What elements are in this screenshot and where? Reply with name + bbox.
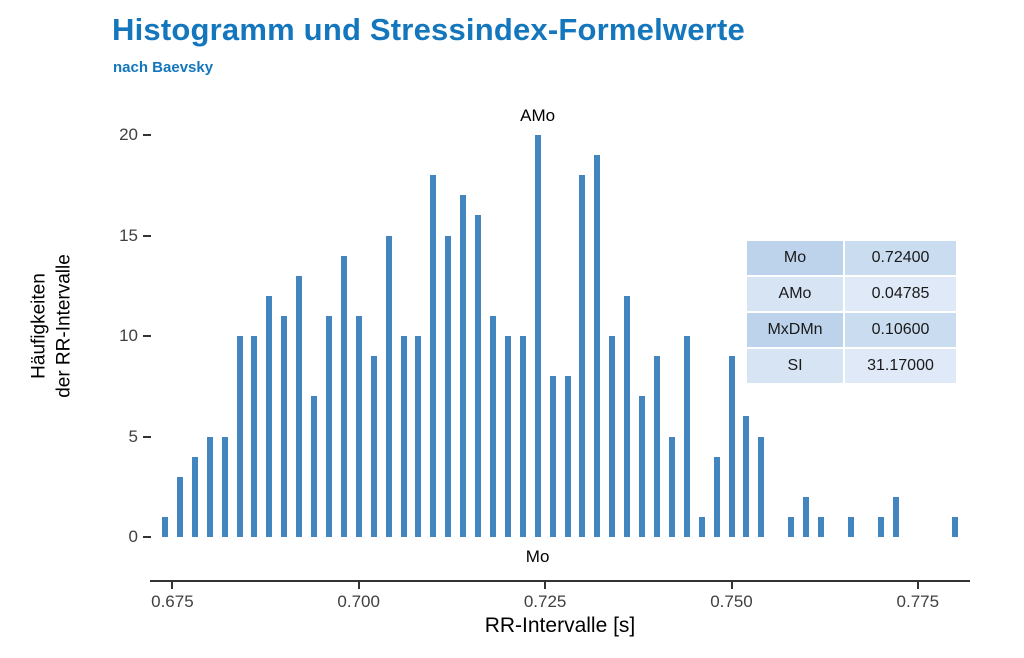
table-row: AMo 0.04785 [747,277,956,311]
x-tick-mark [171,582,174,589]
histogram-bar [370,356,377,537]
histogram-bar [683,336,690,537]
histogram-bar [311,396,317,537]
histogram-bar [355,315,362,537]
histogram-bar [340,255,347,537]
histogram-bar [788,516,795,537]
histogram-bar [803,496,809,537]
page-title: Histogramm und Stressindex-Formelwerte [112,12,745,47]
histogram-bar [534,135,541,537]
histogram-bar [817,516,824,537]
histogram-bar [624,295,631,537]
y-tick-mark [143,536,151,538]
histogram-bar [653,356,660,537]
histogram-bar [176,476,183,537]
y-axis-title-line1: Häufigkeiten [28,273,50,379]
stat-label-mxdmn: MxDMn [747,313,843,347]
stats-table: Mo 0.72400 AMo 0.04785 MxDMn 0.10600 SI … [745,239,958,385]
histogram-bar [579,175,586,537]
stat-value-mxdmn: 0.10600 [845,313,956,347]
y-tick-mark [143,435,151,438]
y-tick-mark [143,134,151,136]
histogram-bar [847,516,854,537]
y-axis-title-line2: der RR-Intervalle [53,254,74,398]
histogram-bar [713,456,720,537]
histogram-bar [430,175,437,537]
histogram-bar [892,496,899,537]
y-tick-label: 15 [119,225,138,245]
histogram-bar [758,436,765,537]
x-tick-mark [357,582,360,589]
x-tick-label: 0.675 [151,592,194,611]
histogram-bar [668,436,675,537]
histogram-bar [489,315,496,537]
x-tick-label: 0.700 [337,592,380,611]
x-tick-label: 0.750 [710,592,753,611]
y-tick-mark [143,234,151,237]
histogram-bar [161,516,168,537]
histogram-bar [400,336,407,537]
histogram-bar [236,336,243,537]
y-tick-mark [143,335,151,337]
histogram-bar [743,416,750,537]
histogram-bar [251,336,258,537]
x-tick-mark [916,582,919,589]
x-tick-mark [730,582,733,589]
histogram-bar [296,275,303,537]
histogram-bar [475,215,481,537]
histogram-bar [191,456,198,537]
table-row: Mo 0.72400 [747,241,956,275]
histogram-bar [564,376,571,537]
y-tick-label: 10 [119,326,138,345]
histogram-bar [325,315,332,537]
histogram-bar [549,376,556,537]
histogram-bar [639,396,645,537]
table-row: MxDMn 0.10600 [747,313,956,347]
histogram-bar [609,336,616,537]
x-axis-line [150,580,970,582]
x-tick-label: 0.775 [896,592,940,611]
histogram-bar [221,436,228,537]
stat-label-amo: AMo [747,277,843,311]
histogram-bar [415,336,422,537]
table-row: SI 31.17000 [747,349,956,383]
x-tick-mark [544,582,547,589]
stat-value-amo: 0.04785 [845,277,956,311]
stat-value-si: 31.17000 [845,349,956,383]
histogram-bar [698,516,705,537]
stat-value-mo: 0.72400 [845,241,956,275]
histogram-bar [877,516,884,537]
histogram-bar [445,235,452,537]
histogram-bar [281,315,288,537]
histogram-bar [504,336,511,537]
histogram-bar [206,436,213,537]
histogram-bar [594,155,601,537]
x-axis-title: RR-Intervalle [s] [484,614,636,637]
histogram-bar [519,336,526,537]
x-tick-label: 0.725 [523,592,567,611]
histogram-bar [952,516,959,537]
annotation-mo: Mo [525,547,550,566]
stat-label-si: SI [747,349,843,383]
histogram-bar [266,295,273,537]
y-axis-title: Häufigkeiten der RR-Intervalle [27,254,76,398]
stat-label-mo: Mo [747,241,843,275]
y-tick-label: 20 [119,125,138,144]
histogram-bar [728,356,735,537]
histogram-bar [460,195,467,537]
y-tick-label: 5 [128,426,138,446]
histogram-bar [385,235,392,537]
page-subtitle: nach Baevsky [113,59,214,76]
annotation-amo: AMo [520,106,556,125]
y-tick-label: 0 [128,527,138,546]
